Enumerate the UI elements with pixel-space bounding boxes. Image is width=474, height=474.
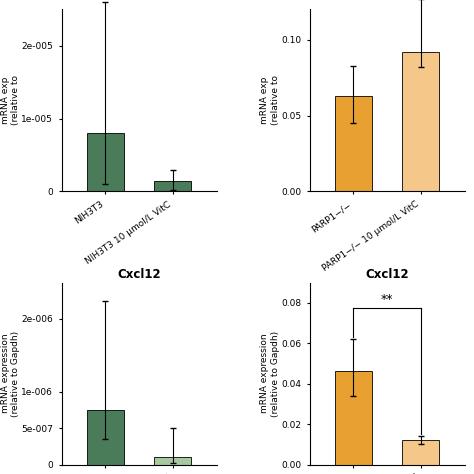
- Y-axis label: mRNA exp
(relative to: mRNA exp (relative to: [260, 75, 280, 126]
- Bar: [87, 410, 124, 465]
- Title: Cxcl12: Cxcl12: [365, 268, 409, 282]
- Title: Cxcl12: Cxcl12: [117, 268, 161, 282]
- Bar: [402, 440, 439, 465]
- Bar: [402, 52, 439, 191]
- Bar: [154, 457, 191, 465]
- Text: **: **: [381, 293, 393, 306]
- Y-axis label: mRNA exp
(relative to: mRNA exp (relative to: [0, 75, 20, 126]
- Y-axis label: mRNA expression
(relative to Gapdh): mRNA expression (relative to Gapdh): [0, 330, 20, 417]
- Bar: [335, 372, 372, 465]
- Y-axis label: mRNA expression
(relative to Gapdh): mRNA expression (relative to Gapdh): [260, 330, 280, 417]
- Bar: [335, 96, 372, 191]
- Bar: [87, 133, 124, 191]
- Bar: [154, 181, 191, 191]
